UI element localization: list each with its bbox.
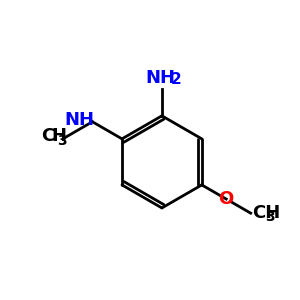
Text: NH: NH [146,69,176,87]
Text: C: C [41,127,54,145]
Text: 2: 2 [171,72,182,87]
Text: O: O [219,190,234,208]
Text: 3: 3 [57,134,67,148]
Text: 3: 3 [265,210,275,224]
Text: NH: NH [65,111,95,129]
Text: H: H [52,127,67,145]
Text: CH: CH [252,204,280,222]
